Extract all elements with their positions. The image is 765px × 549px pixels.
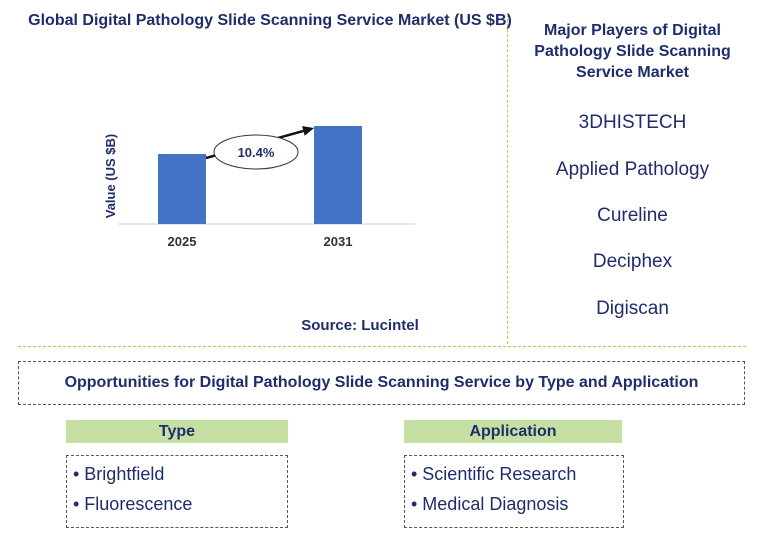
application-header: Application bbox=[404, 420, 622, 443]
application-item: • Scientific Research bbox=[411, 464, 577, 484]
vertical-divider bbox=[507, 14, 508, 344]
bar-2025 bbox=[158, 154, 206, 224]
player-item: Digiscan bbox=[596, 298, 669, 319]
type-header: Type bbox=[66, 420, 288, 443]
opportunities-title-text: Opportunities for Digital Pathology Slid… bbox=[64, 374, 699, 391]
bar-2031 bbox=[314, 126, 362, 224]
player-item: Cureline bbox=[597, 205, 668, 226]
player-item: 3DHISTECH bbox=[578, 112, 687, 133]
application-item: • Medical Diagnosis bbox=[411, 494, 569, 514]
growth-arrow-head bbox=[302, 126, 314, 136]
chart-title: Global Digital Pathology Slide Scanning … bbox=[28, 12, 512, 29]
y-axis-label: Value (US $B) bbox=[103, 134, 118, 219]
source-label: Source: Lucintel bbox=[301, 317, 419, 334]
type-item: • Brightfield bbox=[73, 464, 165, 484]
opportunities-title: Opportunities for Digital Pathology Slid… bbox=[18, 361, 745, 405]
type-item: • Fluorescence bbox=[73, 494, 193, 514]
players-title: Major Players of Digital Pathology Slide… bbox=[534, 22, 731, 81]
player-item: Applied Pathology bbox=[555, 159, 710, 180]
x-tick-label: 2025 bbox=[168, 234, 197, 249]
x-tick-label: 2031 bbox=[324, 234, 353, 249]
cagr-bubble bbox=[213, 134, 299, 170]
cagr-label: 10.4% bbox=[238, 145, 275, 160]
type-list: • Brightfield • Fluorescence bbox=[66, 455, 288, 528]
application-list: • Scientific Research • Medical Diagnosi… bbox=[404, 455, 624, 528]
bar-chart: Value (US $B) 2025 2031 10.4% bbox=[103, 126, 415, 249]
player-item: Deciphex bbox=[592, 251, 673, 272]
horizontal-divider bbox=[18, 346, 746, 347]
